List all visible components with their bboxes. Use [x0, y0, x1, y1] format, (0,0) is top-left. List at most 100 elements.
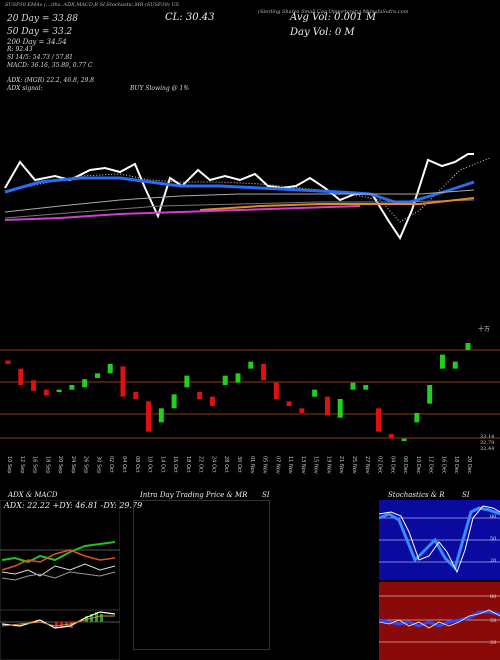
candle [43, 389, 49, 396]
candle [146, 401, 152, 432]
ticker-description: (Sterling Shares Small Cap Opportunity) … [258, 9, 409, 15]
stoch-scale-50: 50 [490, 536, 497, 542]
date-tick: 02 Oct [108, 456, 114, 473]
candle [427, 385, 433, 404]
candle [324, 396, 330, 416]
adx-values: ADX: 22.22 +DY: 46.81 -DY: 29.79 [4, 501, 143, 510]
intraday-panel [133, 500, 270, 650]
candle [107, 364, 113, 374]
r-value: R: 92.43 [7, 46, 33, 53]
day-volume: Day Vol: 0 M [290, 27, 355, 38]
candlestick-chart [0, 343, 500, 441]
date-tick: 10 Sep [6, 456, 12, 473]
mr-scale-50: 50 [490, 618, 497, 624]
date-tick: 13 Nov [300, 456, 306, 474]
date-axis: 10 Sep 12 Sep 16 Sep 18 Sep 20 Sep 24 Sep 26 S… [6, 456, 472, 474]
mr-scale-80: 80 [490, 594, 497, 600]
date-tick: 20 Sep [57, 456, 63, 473]
candle [133, 392, 139, 399]
candle [452, 361, 458, 369]
date-tick: 01 Nov [249, 456, 255, 474]
date-tick: 24 Oct [210, 456, 216, 473]
candle [158, 408, 164, 423]
candle [120, 366, 126, 397]
candle [248, 361, 254, 369]
date-tick: 21 Nov [338, 456, 344, 474]
price-scale-2: 32.79 [480, 440, 495, 446]
mr-panel [379, 582, 500, 660]
date-tick: 10 Oct [147, 456, 153, 473]
candle [388, 434, 394, 439]
candle [209, 396, 215, 406]
candle [465, 343, 471, 350]
ema50-line [4, 189, 475, 213]
date-tick: 30 Sep [95, 456, 101, 473]
stochastics-si: SI [462, 491, 470, 499]
stochastics-title: Stochastics & R [388, 491, 445, 499]
adx-macd-title: ADX & MACD [8, 491, 58, 499]
candle [235, 373, 241, 383]
candle [184, 375, 190, 388]
dotted-line [4, 157, 491, 223]
candle [94, 373, 100, 378]
date-tick: 11 Nov [287, 456, 293, 474]
ema20-label: 20 Day = 33.88 [7, 14, 79, 24]
mr-scale-20: 20 [490, 640, 497, 646]
adx-signal-label: ADX signal: [7, 85, 43, 92]
date-tick: 10 Dec [415, 456, 421, 474]
date-tick: 05 Nov [262, 456, 268, 474]
date-tick: 30 Oct [236, 456, 242, 473]
candle [312, 389, 318, 397]
candle [197, 392, 203, 399]
candle [273, 382, 279, 399]
candle [82, 379, 88, 388]
ema200-line [199, 197, 475, 211]
candle [401, 438, 407, 441]
ema200-label: 200 Day = 34.54 [7, 38, 67, 46]
stochastics-panel [379, 500, 500, 580]
si-title: SI [262, 491, 270, 499]
date-tick: 18 Oct [185, 456, 191, 473]
date-tick: 04 Dec [389, 456, 395, 474]
ema-chart [4, 153, 491, 241]
candle [31, 380, 37, 391]
candle [261, 364, 267, 381]
header-topline: SUSP30 EMAs (...)ths, ADX,MACD,B SI,Stoc… [5, 2, 179, 8]
date-tick: 16 Oct [172, 456, 178, 473]
date-tick: 28 Oct [223, 456, 229, 473]
ema20-line [4, 176, 475, 204]
date-tick: 02 Dec [377, 456, 383, 474]
candle-chart-mark: 十万 [478, 326, 491, 333]
avg-volume: Avg Vol: 0.001 M [290, 12, 377, 23]
date-tick: 18 Dec [453, 456, 459, 474]
date-tick: 27 Nov [364, 456, 370, 474]
macd-label: MACD: 36.16, 35.89, 0.77 C [7, 62, 93, 69]
price-scale-1: 33.14 [480, 434, 495, 440]
date-tick: 25 Nov [351, 456, 357, 474]
candle [299, 408, 305, 413]
date-tick: 15 Nov [313, 456, 319, 474]
date-tick: 18 Sep [44, 456, 50, 473]
date-tick: 19 Nov [325, 456, 331, 474]
signal-text: BUY Slowing @ 1% [130, 85, 190, 92]
candle [222, 375, 228, 385]
candle [69, 385, 75, 390]
date-tick: 24 Sep [70, 456, 76, 473]
candle [439, 354, 445, 369]
date-tick: 22 Oct [198, 456, 204, 473]
price-line [4, 153, 474, 241]
candle [56, 389, 62, 392]
candle [286, 401, 292, 406]
date-tick: 12 Dec [428, 456, 434, 474]
candle [414, 413, 420, 423]
candle [5, 360, 11, 364]
date-tick: 16 Sep [32, 456, 38, 473]
date-tick: 12 Sep [19, 456, 25, 473]
ema50-label: 50 Day = 33.2 [7, 27, 73, 37]
date-tick: 14 Oct [159, 456, 165, 473]
candle [350, 382, 356, 390]
date-tick: 26 Sep [83, 456, 89, 473]
date-tick: 20 Dec [466, 456, 472, 474]
stoch-scale-20: 20 [490, 558, 497, 564]
date-tick: 04 Oct [121, 456, 127, 473]
